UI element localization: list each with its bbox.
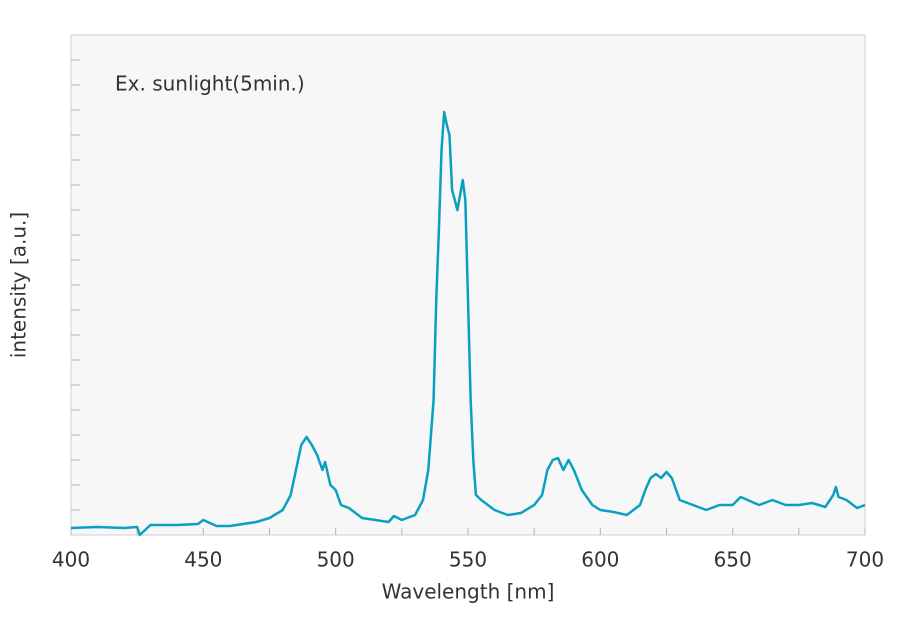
x-tick-label: 400: [52, 548, 90, 572]
x-tick-label: 700: [846, 548, 884, 572]
x-axis-label: Wavelength [nm]: [382, 580, 555, 604]
y-axis-label: intensity [a.u.]: [7, 212, 31, 358]
x-tick-label: 550: [449, 548, 487, 572]
annotation: Ex. sunlight(5min.): [115, 72, 305, 96]
x-tick-label: 600: [581, 548, 619, 572]
spectrum-line: [70, 110, 866, 537]
x-tick-label: 650: [714, 548, 752, 572]
x-tick-label: 450: [184, 548, 222, 572]
x-tick-label: 500: [317, 548, 355, 572]
